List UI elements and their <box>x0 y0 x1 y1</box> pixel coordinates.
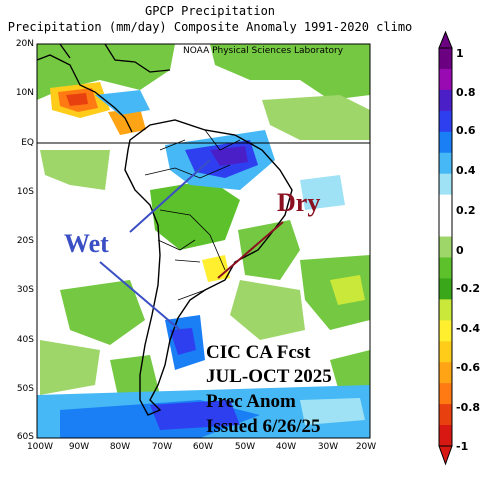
wet-label: Wet <box>64 229 109 258</box>
dry-label: Dry <box>277 188 321 217</box>
lat-label: EQ <box>21 138 34 148</box>
lon-label: 90W <box>68 442 90 452</box>
colorbar-segment <box>439 194 452 217</box>
wet-pointer-line-2 <box>99 261 181 331</box>
forecast-line-4: Issued 6/26/25 <box>206 416 321 437</box>
colorbar-tick: 1 <box>456 47 464 60</box>
colorbar-segment <box>439 89 452 112</box>
colorbar-segment <box>439 299 452 321</box>
colorbar-tick: -0.6 <box>456 361 481 374</box>
colorbar-segment <box>439 362 452 384</box>
lat-label: 30S <box>16 285 34 295</box>
colorbar-top-arrow <box>438 30 453 49</box>
colorbar-tick: -0.4 <box>456 322 481 335</box>
colorbar-segment <box>439 278 452 300</box>
colorbar-tick: 0.2 <box>456 204 476 217</box>
lon-label: 30W <box>317 442 339 452</box>
colorbar-segment <box>439 48 452 70</box>
central-america-outline <box>36 43 171 133</box>
lon-label: 70W <box>151 442 173 452</box>
colorbar-segment <box>439 341 452 363</box>
colorbar-tick: -1 <box>456 440 469 453</box>
south-america-outline <box>124 119 293 416</box>
anomaly-field <box>37 44 370 438</box>
colorbar-bottom-arrow <box>438 445 453 466</box>
colorbar-segment <box>439 215 452 238</box>
colorbar-tick: 0.6 <box>456 124 476 137</box>
colorbar-tick: 0.8 <box>456 86 476 99</box>
colorbar-segment <box>439 383 452 405</box>
lat-label: 40S <box>16 335 34 345</box>
map-frame <box>36 43 371 439</box>
lat-label: 20S <box>16 236 34 246</box>
country-borders <box>144 129 241 301</box>
colorbar-segment <box>439 320 452 342</box>
colorbar-segment <box>439 110 452 133</box>
lon-label: 100W <box>26 442 54 452</box>
forecast-line-1: CIC CA Fcst <box>206 342 311 363</box>
colorbar-segment <box>439 257 452 279</box>
forecast-line-3: Prec Anom <box>206 391 296 412</box>
credit-label: NOAA Physical Sciences Laboratory <box>183 46 344 56</box>
colorbar <box>438 30 453 466</box>
lon-label: 40W <box>275 442 297 452</box>
lon-label: 80W <box>109 442 131 452</box>
lon-label: 50W <box>234 442 256 452</box>
colorbar-frame <box>438 47 453 447</box>
colorbar-tick: 0.4 <box>456 164 476 177</box>
lat-label: 60S <box>16 432 34 442</box>
colorbar-segment <box>439 236 452 258</box>
colorbar-segment <box>439 404 452 426</box>
colorbar-segment <box>439 173 452 196</box>
lon-label: 60W <box>192 442 214 452</box>
colorbar-segment <box>439 131 452 154</box>
lat-label: 20N <box>15 39 34 49</box>
title-line-1: GPCP Precipitation <box>144 4 276 18</box>
wet-pointer-line-1 <box>129 159 211 233</box>
colorbar-segment <box>439 68 452 91</box>
colorbar-segment <box>439 152 452 175</box>
lon-label: 20W <box>355 442 377 452</box>
lat-label: 10S <box>16 187 34 197</box>
colorbar-segment <box>439 425 452 447</box>
dry-pointer-line <box>217 221 284 279</box>
lat-label: 10N <box>15 88 34 98</box>
lat-label: 50S <box>16 384 34 394</box>
colorbar-tick: -0.8 <box>456 401 481 414</box>
colorbar-tick: -0.2 <box>456 282 481 295</box>
title-line-2: Precipitation (mm/day) Composite Anomaly… <box>7 20 413 34</box>
forecast-line-2: JUL-OCT 2025 <box>206 366 332 387</box>
colorbar-tick: 0 <box>456 244 464 257</box>
